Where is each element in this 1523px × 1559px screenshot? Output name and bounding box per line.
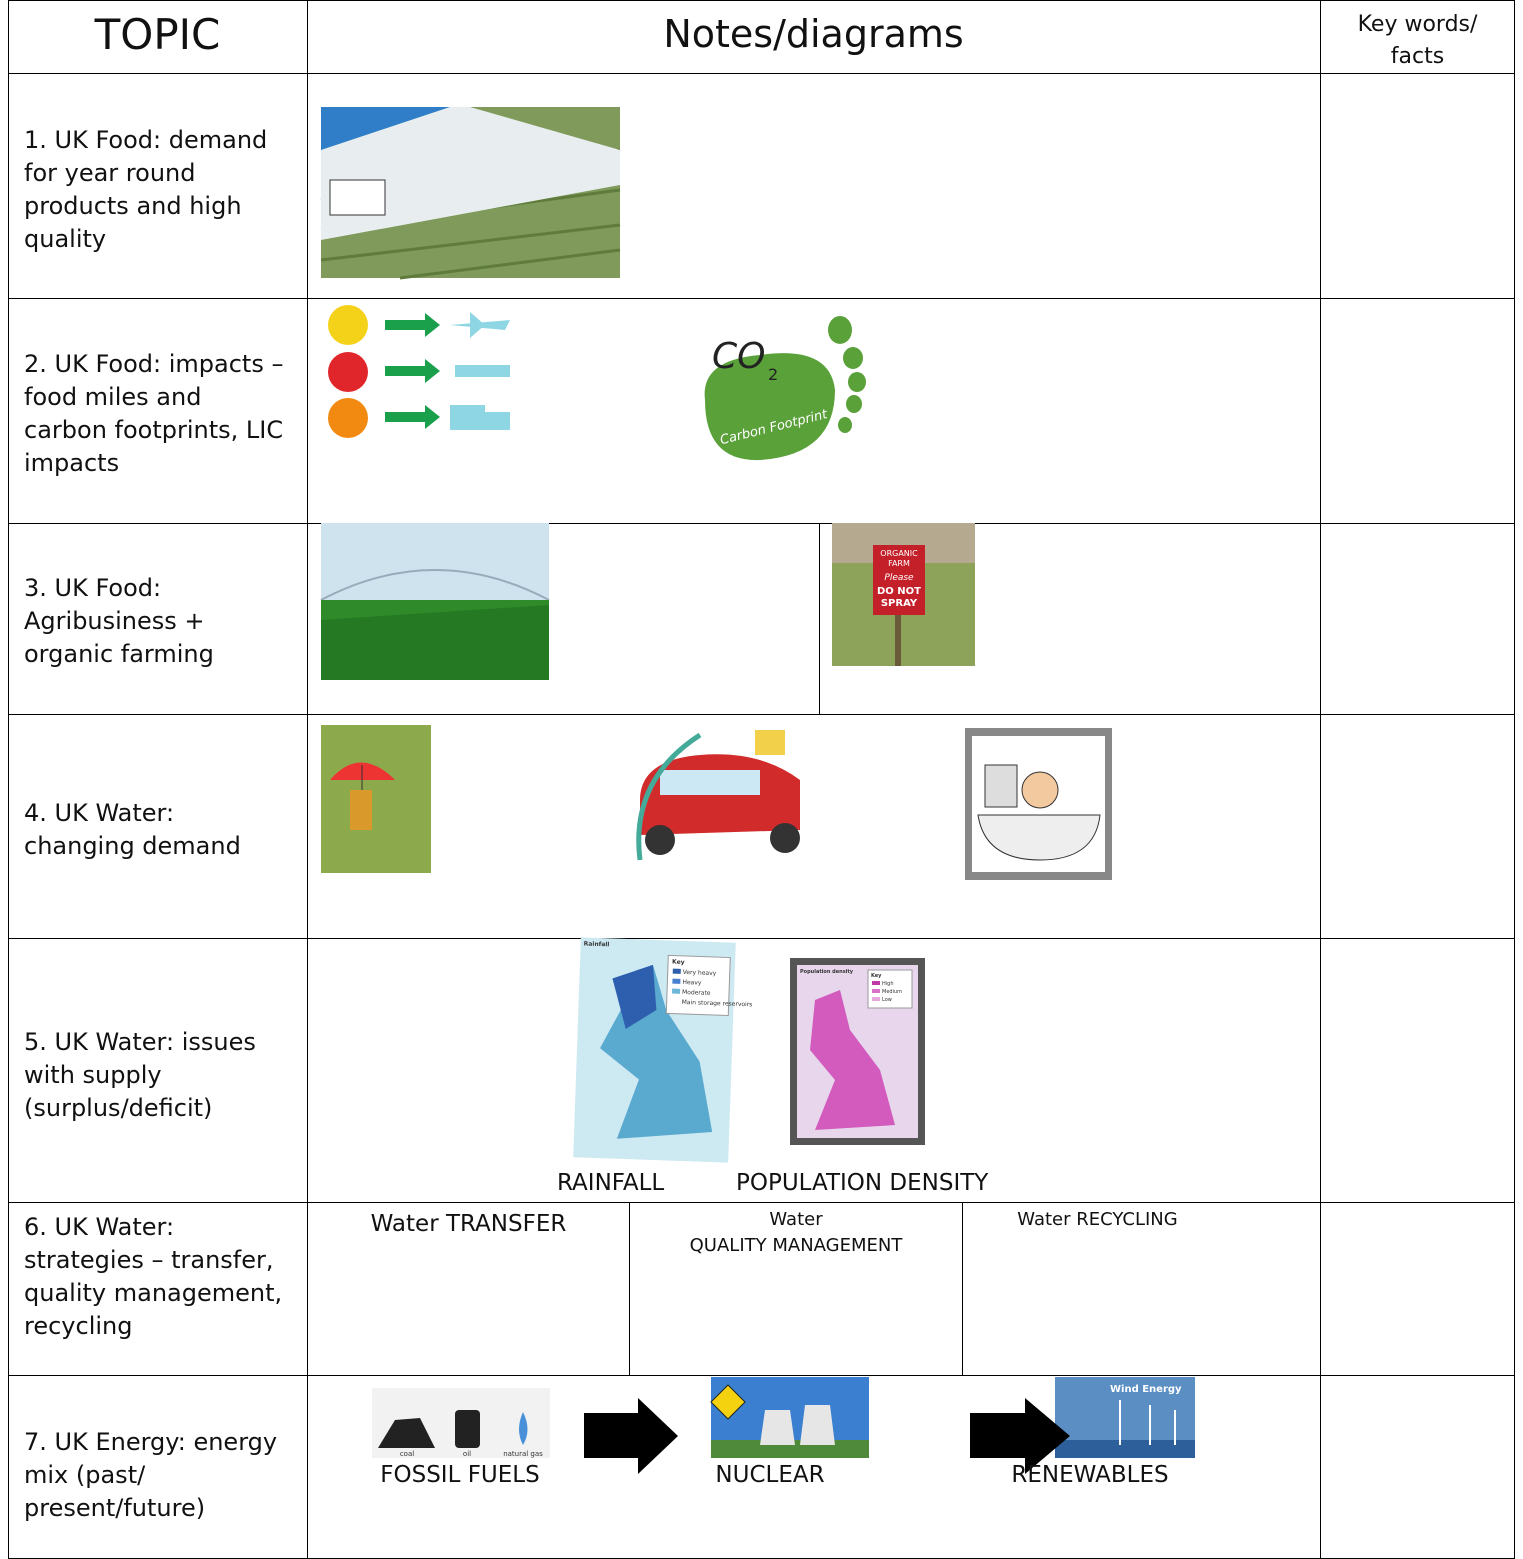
image-text: Key bbox=[672, 959, 685, 966]
rainfall-map: Rainfall Key Very heavy Heavy Moderate M… bbox=[573, 937, 754, 1163]
image-text: natural gas bbox=[503, 1450, 543, 1458]
image-text: Very heavy bbox=[683, 969, 717, 977]
population-map: Population density Key High Medium Low bbox=[790, 958, 925, 1145]
image-text: Please bbox=[884, 573, 914, 583]
carbon-footprint-icon: CO 2 Carbon Footprint bbox=[705, 316, 866, 460]
image-text: Moderate bbox=[682, 989, 711, 997]
image-text: CO bbox=[712, 336, 765, 377]
caption: NUCLEAR bbox=[670, 1462, 870, 1488]
caption: RENEWABLES bbox=[990, 1462, 1190, 1488]
image-text: FARM bbox=[888, 559, 910, 568]
image-text: oil bbox=[463, 1450, 471, 1458]
watering-cartoon bbox=[321, 725, 431, 873]
image-text: Low bbox=[882, 997, 892, 1003]
worksheet: TOPIC Notes/diagrams Key words/ facts 1.… bbox=[0, 0, 1523, 1559]
wind-energy-photo: Wind Energy bbox=[1055, 1377, 1195, 1458]
beans-photo bbox=[321, 107, 620, 278]
image-text: ORGANIC bbox=[880, 549, 918, 558]
image-text: Medium bbox=[882, 989, 902, 995]
image-text: DO NOT bbox=[877, 586, 921, 597]
car-wash-cartoon bbox=[639, 730, 800, 860]
image-text: 2 bbox=[768, 365, 778, 384]
image-text: High bbox=[882, 981, 894, 987]
pictures: CO 2 Carbon Footprint ORGANIC FARM Pleas… bbox=[0, 0, 1523, 1559]
arrow bbox=[584, 1398, 678, 1474]
image-text: coal bbox=[400, 1450, 414, 1458]
food-miles-icon bbox=[328, 305, 510, 438]
image-text: Population density bbox=[800, 969, 854, 975]
caption: FOSSIL FUELS bbox=[360, 1462, 560, 1488]
nuclear-photo bbox=[711, 1377, 869, 1458]
image-text: SPRAY bbox=[881, 598, 918, 609]
image-text: Heavy bbox=[682, 979, 702, 987]
greenhouse-photo bbox=[321, 523, 549, 680]
fossil-fuels-photo: coal oil natural gas bbox=[372, 1388, 550, 1458]
image-text: Key bbox=[871, 973, 882, 979]
image-text: Wind Energy bbox=[1110, 1384, 1182, 1395]
bath-cartoon bbox=[965, 728, 1112, 880]
image-text: Rainfall bbox=[584, 940, 610, 948]
organic-sign-photo: ORGANIC FARM Please DO NOT SPRAY bbox=[832, 523, 975, 666]
